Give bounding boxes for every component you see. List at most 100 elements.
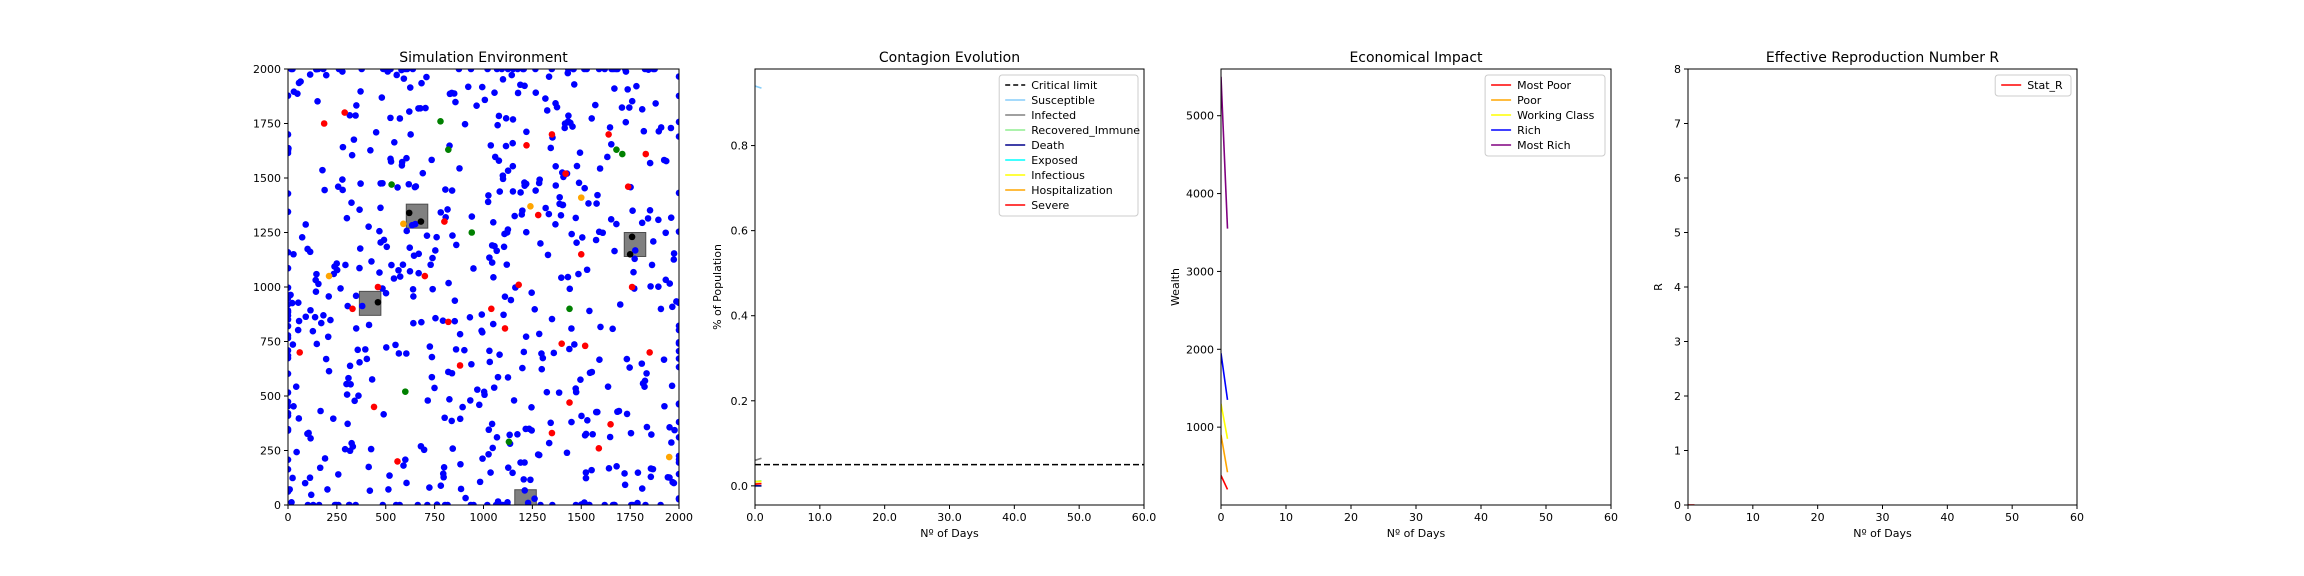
- agent-point: [572, 388, 580, 396]
- agent-point: [428, 156, 435, 164]
- agent-point: [380, 410, 387, 418]
- agent-point: [446, 395, 453, 403]
- agent-point: [588, 115, 596, 122]
- x-tick-label: 0: [285, 511, 292, 524]
- agent-point: [312, 288, 320, 295]
- agent-point: [622, 118, 630, 126]
- agent-point: [490, 274, 497, 281]
- plot-area: [1221, 76, 1229, 490]
- agent-point: [499, 76, 507, 83]
- agent-point: [509, 188, 517, 195]
- agent-point: [604, 383, 612, 390]
- agent-point: [426, 343, 434, 350]
- x-tick-label: 10.0: [808, 511, 833, 524]
- agent-point: [500, 311, 507, 319]
- legend-label: Recovered_Immune: [1031, 124, 1140, 137]
- agent-point: [528, 289, 535, 297]
- legend-label: Infected: [1031, 109, 1076, 122]
- agent-point: [441, 218, 448, 225]
- y-axis-label: % of Population: [711, 244, 724, 330]
- agent-point: [648, 431, 655, 438]
- agent-point: [306, 71, 314, 78]
- agent-point: [481, 391, 488, 399]
- agent-point: [573, 162, 581, 170]
- agent-point: [420, 446, 428, 454]
- agent-point: [642, 150, 650, 158]
- agent-point: [508, 71, 516, 79]
- agent-point: [288, 301, 292, 308]
- legend-label: Infectious: [1031, 169, 1085, 182]
- agent-point: [400, 75, 408, 82]
- y-tick-label: 4: [1674, 281, 1681, 294]
- agent-point: [655, 128, 663, 135]
- agent-point: [406, 84, 414, 91]
- agent-point: [419, 169, 427, 177]
- x-tick-label: 20: [1811, 511, 1825, 524]
- agent-point: [456, 362, 464, 369]
- agent-point: [345, 501, 353, 505]
- agent-point: [521, 82, 528, 90]
- agent-point: [421, 272, 429, 280]
- agent-point: [346, 111, 354, 119]
- agent-point: [545, 210, 553, 218]
- agent-point: [489, 218, 497, 226]
- agent-point: [332, 501, 340, 505]
- agent-point: [424, 397, 432, 404]
- agent-point: [429, 285, 436, 293]
- agent-point: [564, 273, 572, 281]
- agent-point: [422, 104, 429, 112]
- agent-point: [337, 285, 344, 292]
- y-tick-label: 3000: [1186, 265, 1214, 278]
- agent-point: [629, 207, 636, 215]
- agent-point: [575, 270, 582, 278]
- agent-point: [367, 146, 374, 154]
- agent-point: [288, 208, 292, 216]
- agent-point: [295, 317, 303, 325]
- agent-point: [488, 420, 496, 428]
- agent-point: [613, 220, 620, 228]
- agent-point: [518, 211, 526, 218]
- agent-point: [448, 187, 456, 194]
- agent-point: [426, 484, 433, 491]
- agent-point: [568, 230, 575, 238]
- agent-point: [613, 462, 620, 470]
- agent-point: [675, 92, 679, 100]
- agent-point: [367, 445, 375, 453]
- agent-point: [403, 350, 410, 357]
- agent-point: [349, 305, 356, 313]
- agent-point: [382, 289, 390, 297]
- agent-point: [646, 349, 653, 356]
- agent-point: [322, 71, 330, 79]
- agent-point: [358, 69, 365, 73]
- agent-point: [334, 183, 342, 190]
- y-tick-label: 1000: [253, 281, 281, 294]
- agent-point: [556, 200, 563, 208]
- agent-point: [499, 175, 507, 183]
- agent-point: [344, 302, 352, 310]
- agent-point: [534, 211, 542, 219]
- agent-point: [439, 317, 447, 324]
- agent-point: [378, 94, 386, 101]
- agent-point: [503, 261, 511, 268]
- x-tick-label: 10: [1746, 511, 1760, 524]
- agent-point: [524, 499, 532, 505]
- agent-point: [342, 261, 349, 269]
- agent-point: [288, 190, 292, 197]
- agent-point: [415, 269, 422, 277]
- agent-point: [519, 364, 526, 372]
- agent-point: [646, 159, 654, 167]
- agent-point: [605, 131, 612, 138]
- y-tick-label: 5: [1674, 227, 1681, 240]
- agent-point: [504, 501, 511, 505]
- agent-point: [288, 412, 292, 419]
- agent-point: [675, 363, 679, 371]
- agent-point: [544, 251, 552, 259]
- agent-point: [649, 238, 657, 245]
- agent-point: [675, 495, 679, 502]
- agent-point: [468, 229, 476, 236]
- agent-point: [548, 69, 556, 73]
- agent-point: [341, 445, 349, 453]
- agent-point: [646, 206, 654, 214]
- agent-point: [354, 346, 362, 354]
- legend: Critical limit Susceptible Infected Recover…: [998, 74, 1140, 217]
